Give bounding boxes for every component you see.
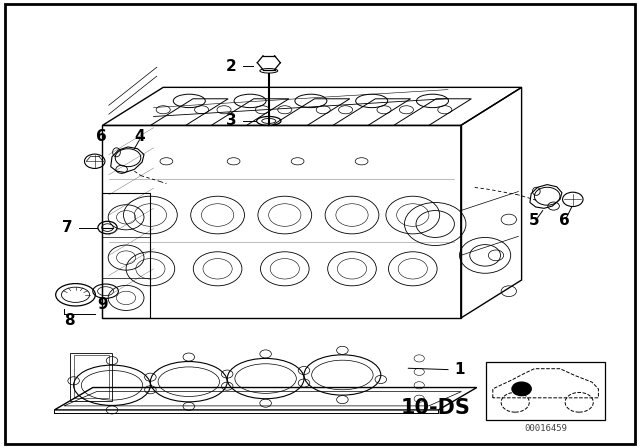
Text: 5: 5 bbox=[529, 213, 540, 228]
Text: 6: 6 bbox=[559, 213, 570, 228]
Text: 7: 7 bbox=[61, 220, 72, 235]
Bar bbox=[74, 355, 109, 398]
Text: 8: 8 bbox=[64, 313, 74, 328]
Text: 10-DS: 10-DS bbox=[400, 398, 470, 418]
Text: 2: 2 bbox=[226, 59, 237, 74]
Text: 3: 3 bbox=[226, 113, 237, 129]
Circle shape bbox=[512, 382, 531, 396]
Text: 9: 9 bbox=[97, 297, 108, 312]
Bar bbox=[70, 353, 112, 401]
Bar bbox=[486, 362, 605, 420]
Text: 00016459: 00016459 bbox=[524, 424, 567, 433]
Text: 6: 6 bbox=[96, 129, 106, 144]
Text: 1: 1 bbox=[454, 362, 465, 377]
Text: 4: 4 bbox=[134, 129, 145, 144]
